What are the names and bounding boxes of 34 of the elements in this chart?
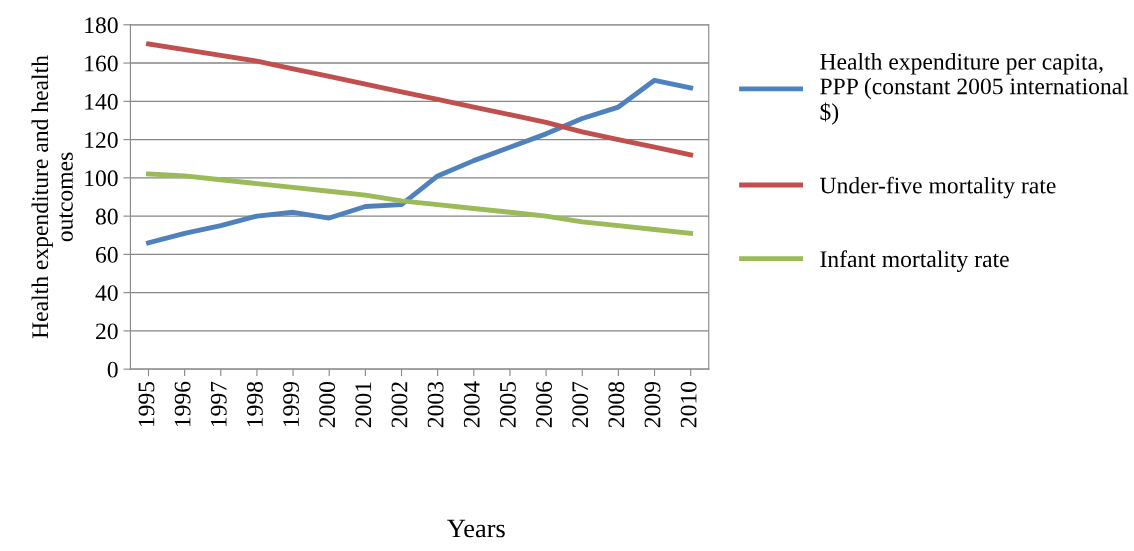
x-tick-label: 2008 <box>608 381 625 428</box>
x-tick-label: 2005 <box>499 381 516 428</box>
y-tick-label: 120 <box>85 132 118 149</box>
x-tick-label: 1999 <box>283 381 299 427</box>
y-tick-label: 140 <box>85 93 118 110</box>
y-tick-label: 40 <box>95 285 118 302</box>
x-tick-label: 2010 <box>680 381 697 428</box>
x-tick-label: 2009 <box>644 381 661 428</box>
x-tick-label: 1996 <box>174 381 191 427</box>
legend-label: Health expenditure per capita, PPP (constant 2005 international $) <box>820 53 1129 125</box>
line-series <box>146 77 694 246</box>
x-tick-label: 1998 <box>246 381 263 427</box>
legend-label: Infant mortality rate <box>820 250 1009 273</box>
y-axis-title: Health expenditure and health outcomes <box>31 55 73 339</box>
legend-label: Under-five mortality rate <box>819 176 1056 199</box>
x-tick-label: 2002 <box>391 382 408 428</box>
x-tick-label: 1995 <box>138 381 155 427</box>
x-axis-title: Years <box>447 519 505 538</box>
x-tick-label: 2004 <box>463 381 480 428</box>
line-series <box>146 41 694 158</box>
x-tick-label: 2006 <box>536 381 552 428</box>
x-tick-label: 2000 <box>319 381 336 428</box>
y-tick-label: 100 <box>85 170 118 187</box>
x-tick-label: 2001 <box>355 382 372 428</box>
y-tick-label: 180 <box>85 17 118 34</box>
y-tick-label: 160 <box>85 55 118 72</box>
x-tick-label: 2003 <box>427 381 444 428</box>
x-tick-label: 1997 <box>210 381 227 427</box>
y-tick-label: 80 <box>95 208 118 225</box>
x-tick-label: 2007 <box>572 381 589 428</box>
y-tick-label: 20 <box>96 323 118 340</box>
line-series <box>146 171 694 236</box>
y-tick-label: 60 <box>96 246 118 263</box>
y-tick-label: 0 <box>107 361 118 378</box>
